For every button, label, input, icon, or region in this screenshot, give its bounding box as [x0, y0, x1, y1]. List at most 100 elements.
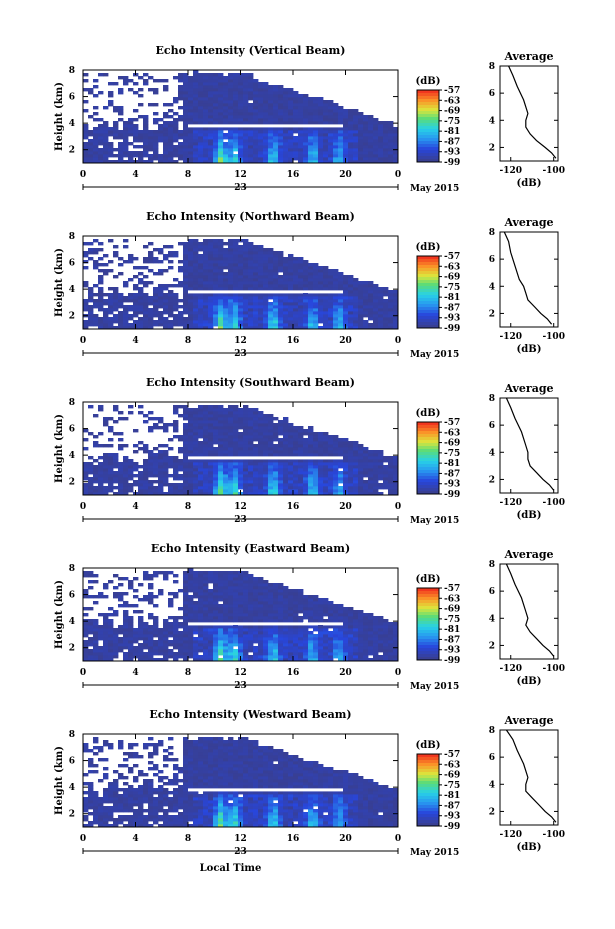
heatmap-cell [158, 471, 164, 475]
heatmap-cell [198, 82, 204, 86]
heatmap-cell [198, 293, 204, 297]
heatmap-cell [153, 296, 159, 300]
heatmap-cell [213, 323, 219, 327]
heatmap-cell [283, 278, 289, 282]
heatmap-cell [198, 610, 204, 614]
heatmap-cell [123, 477, 129, 481]
colorbar-segment [417, 102, 439, 106]
heatmap-cell [278, 483, 284, 487]
heatmap-cell [303, 284, 309, 288]
heatmap-cell [123, 133, 129, 137]
heatmap-cell [123, 465, 129, 469]
heatmap-cell [328, 127, 334, 131]
heatmap-cell [163, 658, 169, 662]
heatmap-cell [313, 272, 319, 276]
heatmap-cell [93, 468, 99, 472]
heatmap-cell [213, 76, 219, 80]
heatmap-cell [373, 127, 379, 131]
heatmap-cell [268, 136, 274, 140]
x-tick-label: 20 [339, 170, 352, 180]
heatmap-cell [93, 435, 99, 439]
heatmap-cell [318, 97, 324, 101]
heatmap-cell [343, 471, 349, 475]
heatmap-cell [303, 317, 309, 321]
heatmap-cell [298, 118, 304, 122]
heatmap-cell [373, 296, 379, 300]
heatmap-cell [88, 148, 94, 152]
heatmap-cell [168, 308, 174, 312]
heatmap-cell [308, 151, 314, 155]
heatmap-cell [243, 622, 249, 626]
heatmap-cell [113, 245, 119, 249]
heatmap-cell [358, 317, 364, 321]
heatmap-cell [268, 91, 274, 95]
heatmap-cell [243, 492, 249, 496]
heatmap-cell [228, 444, 234, 448]
heatmap-cell [363, 284, 369, 288]
heatmap-cell [228, 272, 234, 276]
profile-x-tick-label: -120 [499, 498, 522, 508]
heatmap-cell [93, 640, 99, 644]
heatmap-cell [108, 130, 114, 134]
heatmap-cell [223, 308, 229, 312]
heatmap-cell [373, 293, 379, 297]
heatmap-cell [218, 157, 224, 161]
heatmap-cell [323, 435, 329, 439]
heatmap-cell [233, 154, 239, 158]
heatmap-cell [198, 631, 204, 635]
heatmap-cell [288, 489, 294, 493]
heatmap-cell [103, 130, 109, 134]
heatmap-cell [88, 91, 94, 95]
heatmap-cell [248, 79, 254, 83]
heatmap-cell [228, 305, 234, 309]
heatmap-cell [338, 130, 344, 134]
heatmap-cell [273, 426, 279, 430]
heatmap-cell [198, 299, 204, 303]
heatmap-cell [208, 94, 214, 98]
heatmap-cell [208, 580, 214, 584]
heatmap-cell [338, 139, 344, 143]
heatmap-cell [103, 444, 109, 448]
heatmap-cell [258, 245, 264, 249]
heatmap-cell [283, 447, 289, 451]
heatmap-cell [328, 299, 334, 303]
heatmap-cell [283, 311, 289, 315]
heatmap-cell [353, 483, 359, 487]
heatmap-cell [333, 272, 339, 276]
heatmap-cell [188, 112, 194, 116]
heatmap-cell [368, 317, 374, 321]
heatmap-cell [233, 477, 239, 481]
colorbar-unit: (dB) [416, 242, 441, 253]
heatmap-cell [178, 118, 184, 122]
heatmap-cell [248, 124, 254, 128]
heatmap-cell [163, 459, 169, 463]
heatmap-cell [258, 465, 264, 469]
heatmap-cell [253, 263, 259, 267]
colorbar-segment [417, 153, 439, 157]
heatmap-cell [83, 634, 89, 638]
heatmap-cell [338, 151, 344, 155]
profile-line [508, 65, 557, 159]
heatmap-cell [268, 266, 274, 270]
heatmap-cell [198, 598, 204, 602]
heatmap-cell [138, 637, 144, 641]
heatmap-cell [298, 284, 304, 288]
heatmap-cell [263, 483, 269, 487]
heatmap-cell [193, 148, 199, 152]
heatmap-cell [263, 94, 269, 98]
heatmap-cell [353, 133, 359, 137]
heatmap-cell [128, 658, 134, 662]
heatmap-cell [238, 640, 244, 644]
heatmap-cell [178, 640, 184, 644]
heatmap-cell [233, 266, 239, 270]
heatmap-cell [348, 296, 354, 300]
heatmap-cell [363, 450, 369, 454]
heatmap-cell [223, 112, 229, 116]
heatmap-cell [393, 311, 399, 315]
heatmap-cell [278, 308, 284, 312]
heatmap-cell [128, 124, 134, 128]
heatmap-cell [308, 145, 314, 149]
heatmap-cell [278, 130, 284, 134]
heatmap-cell [323, 133, 329, 137]
heatmap-cell [178, 266, 184, 270]
